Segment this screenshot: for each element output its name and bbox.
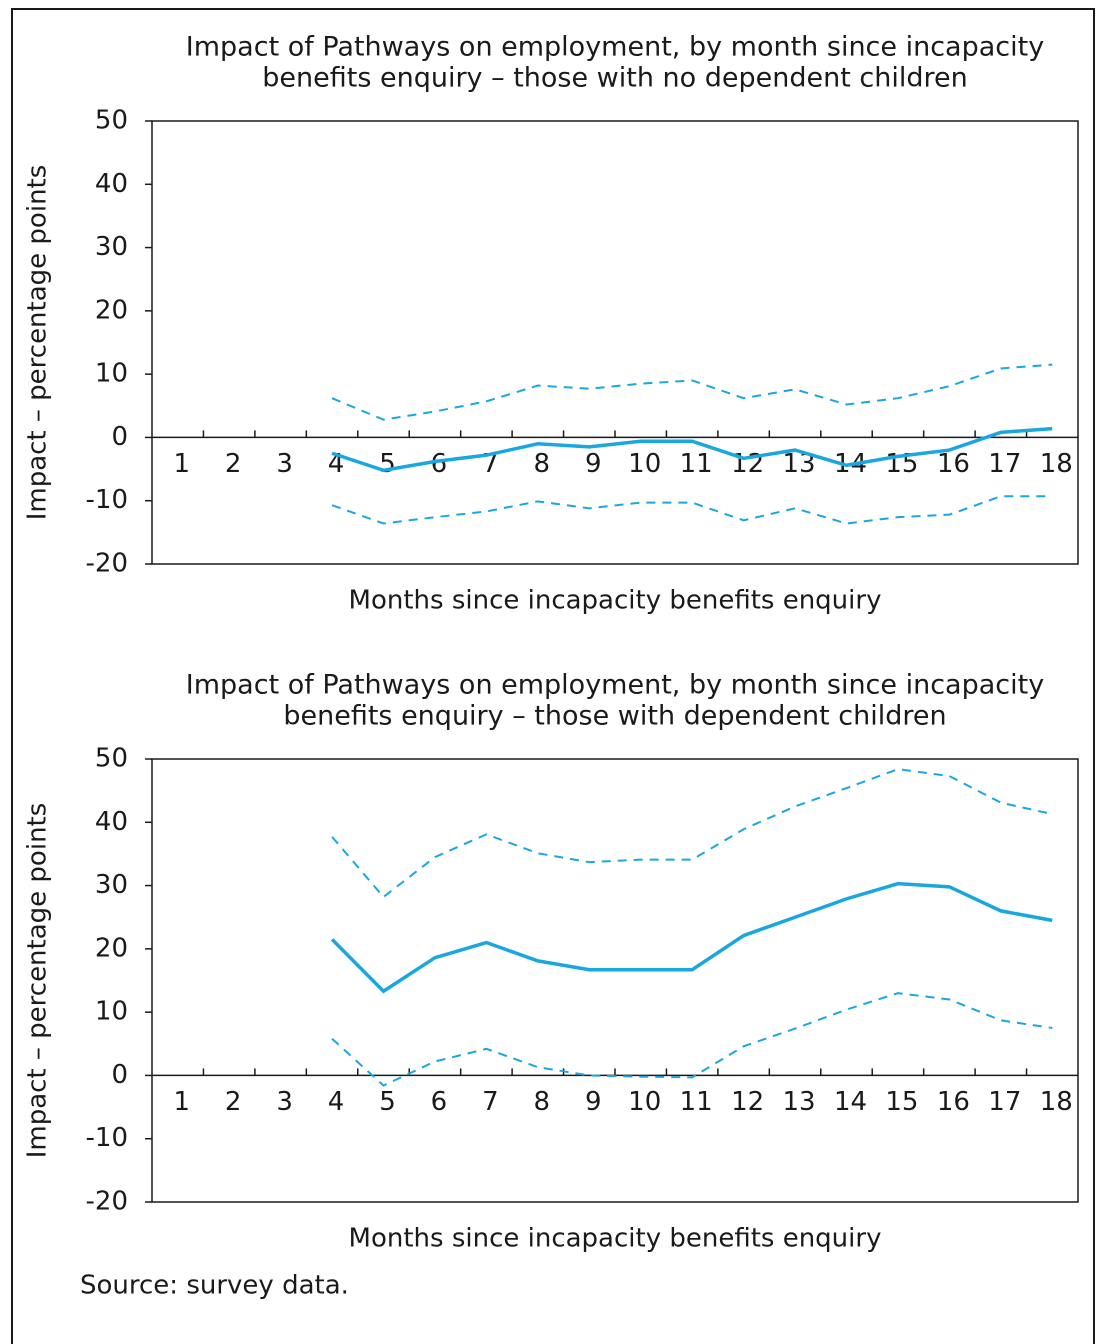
y-tick-label: 0 — [111, 422, 128, 452]
series-line — [331, 495, 1053, 525]
y-tick-label: 20 — [95, 295, 128, 325]
x-tick-label: 9 — [585, 449, 602, 479]
x-tick-label: 8 — [534, 449, 551, 479]
y-tick-label: -10 — [86, 1123, 128, 1153]
x-tick-label: 6 — [431, 1087, 448, 1117]
chart-title: benefits enquiry – those with dependent … — [283, 701, 946, 732]
series-line — [331, 992, 1053, 1087]
y-tick-label: 0 — [111, 1060, 128, 1090]
x-axis-label: Months since incapacity benefits enquiry — [349, 1224, 882, 1254]
y-tick-label: 50 — [95, 744, 128, 774]
y-axis-label: Impact – percentage points — [23, 165, 53, 521]
plot-area — [151, 758, 1079, 1203]
y-tick-label: 20 — [95, 933, 128, 963]
x-tick-label: 11 — [680, 449, 713, 479]
x-tick-label: 13 — [783, 1087, 816, 1117]
plot-area — [151, 120, 1079, 565]
x-axis-label: Months since incapacity benefits enquiry — [349, 586, 882, 616]
x-tick-label: 2 — [225, 1087, 242, 1117]
source-note: Source: survey data. — [80, 1271, 349, 1301]
x-tick-label: 1 — [173, 1087, 190, 1117]
y-tick-label: 10 — [95, 997, 128, 1027]
y-tick-label: -20 — [86, 1187, 128, 1217]
x-tick-label: 14 — [834, 1087, 867, 1117]
y-tick-label: 30 — [95, 870, 128, 900]
x-tick-label: 5 — [379, 1087, 396, 1117]
x-tick-label: 9 — [585, 1087, 602, 1117]
x-tick-label: 1 — [173, 449, 190, 479]
y-tick-label: 10 — [95, 359, 128, 389]
y-tick-label: -10 — [86, 485, 128, 515]
y-tick-label: 40 — [95, 169, 128, 199]
x-tick-label: 10 — [628, 449, 661, 479]
x-tick-label: 11 — [680, 1087, 713, 1117]
x-tick-label: 7 — [482, 1087, 499, 1117]
x-tick-label: 8 — [534, 1087, 551, 1117]
chart-title: Impact of Pathways on employment, by mon… — [186, 32, 1044, 63]
chart-title: Impact of Pathways on employment, by mon… — [186, 670, 1044, 701]
x-tick-label: 4 — [328, 1087, 345, 1117]
series-line — [331, 426, 1053, 473]
x-tick-label: 16 — [937, 449, 970, 479]
series-line — [330, 881, 1053, 994]
y-axis-label: Impact – percentage points — [23, 803, 53, 1159]
series-line — [331, 363, 1053, 421]
frame — [11, 8, 1095, 1344]
x-tick-label: 18 — [1040, 449, 1073, 479]
x-tick-label: 6 — [431, 449, 448, 479]
x-tick-label: 3 — [276, 1087, 293, 1117]
x-tick-label: 2 — [225, 449, 242, 479]
x-tick-label: 5 — [379, 449, 396, 479]
x-tick-label: 17 — [988, 1087, 1021, 1117]
chart-title: benefits enquiry – those with no depende… — [262, 63, 967, 94]
x-tick-label: 18 — [1040, 1087, 1073, 1117]
x-tick-label: 3 — [276, 449, 293, 479]
x-tick-label: 16 — [937, 1087, 970, 1117]
y-tick-label: -20 — [86, 549, 128, 579]
x-tick-label: 17 — [988, 449, 1021, 479]
series-line — [331, 768, 1053, 899]
x-tick-label: 15 — [885, 1087, 918, 1117]
y-tick-label: 30 — [95, 232, 128, 262]
x-tick-label: 12 — [731, 449, 764, 479]
y-tick-label: 40 — [95, 807, 128, 837]
x-tick-label: 10 — [628, 1087, 661, 1117]
x-tick-label: 12 — [731, 1087, 764, 1117]
y-tick-label: 50 — [95, 106, 128, 136]
